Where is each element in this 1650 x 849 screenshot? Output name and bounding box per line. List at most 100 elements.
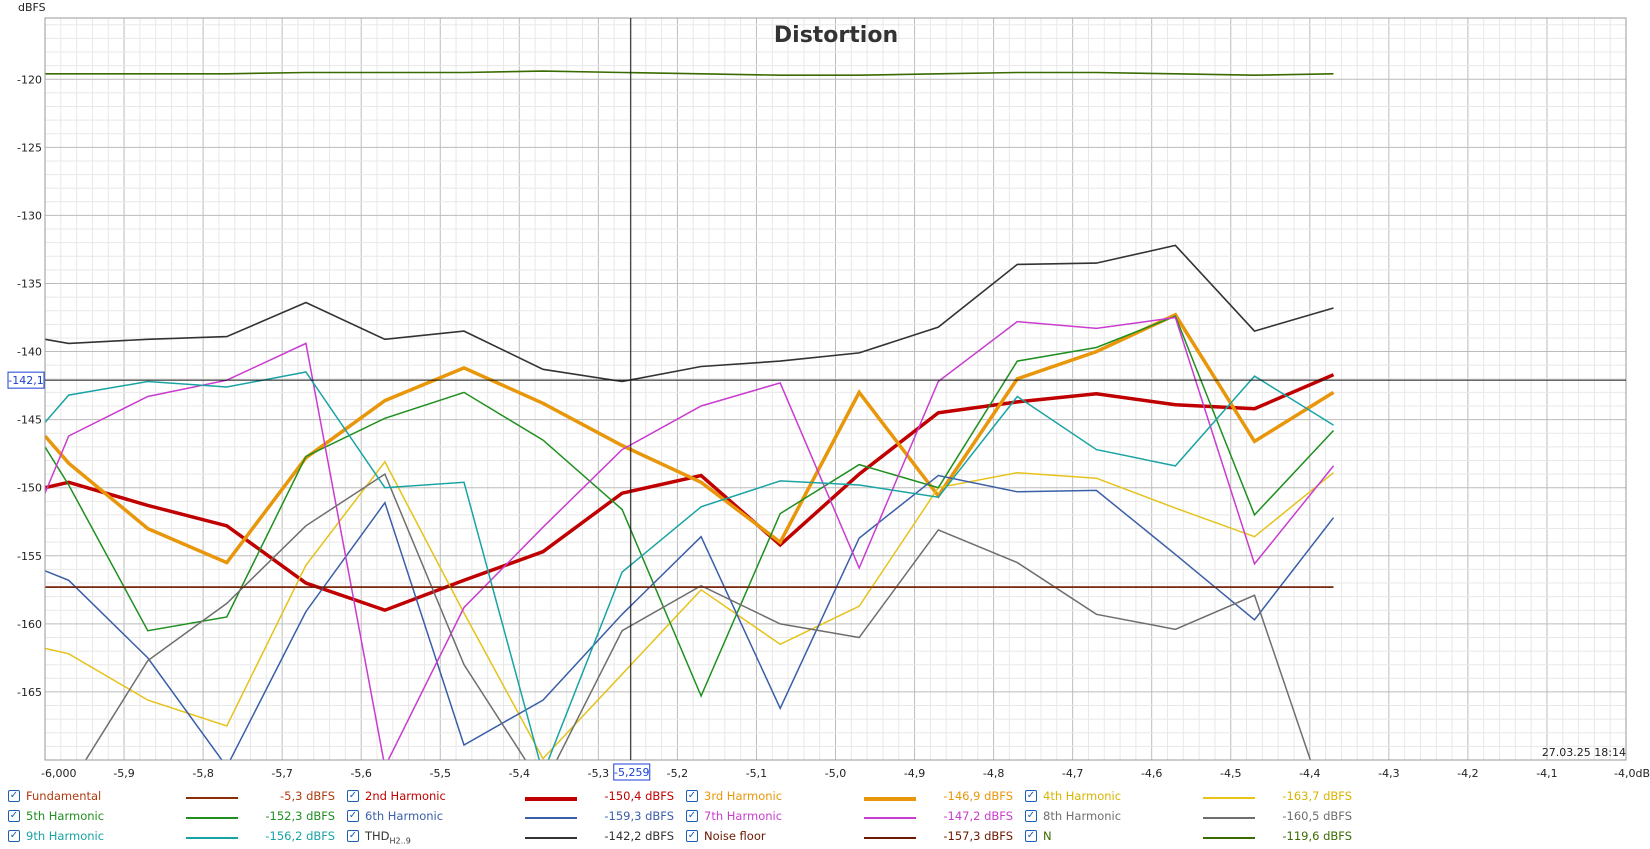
series-line-n — [45, 70, 1334, 77]
x-tick-label: -5,8 — [192, 767, 213, 780]
legend-label: Noise floor — [704, 829, 766, 843]
x-tick-label: -4,2 — [1457, 767, 1478, 780]
legend-item-9th-harmonic: ✓ 9th Harmonic -156,2 dBFS — [8, 827, 338, 847]
cursor-y-readout: -142,1 — [8, 374, 43, 387]
legend-label: 8th Harmonic — [1043, 809, 1122, 823]
series-line-8th-harmonic — [84, 472, 1312, 760]
x-tick-label: -5,3 — [588, 767, 609, 780]
legend-swatch — [186, 837, 238, 839]
y-tick-label: -160 — [17, 618, 42, 631]
y-tick-label: -155 — [17, 550, 42, 563]
chart-cursor[interactable]: -142,1 -5,259 — [7, 18, 1626, 781]
legend-checkbox-noise-floor[interactable]: ✓ — [686, 830, 698, 842]
plot-frame — [44, 17, 1627, 761]
x-tick-label: -4,1 — [1536, 767, 1557, 780]
legend-label: 7th Harmonic — [704, 809, 783, 823]
chart-series — [45, 70, 1335, 760]
legend-label: Fundamental — [26, 789, 102, 803]
x-tick-label: -4,9 — [904, 767, 925, 780]
x-tick-label: -5,9 — [113, 767, 134, 780]
legend-label: THDH2..9 — [365, 829, 411, 846]
legend-value: -152,3 dBFS — [265, 809, 335, 823]
legend-checkbox-n[interactable]: ✓ — [1025, 830, 1037, 842]
series-line-thd — [45, 244, 1334, 383]
legend-checkbox-thd[interactable]: ✓ — [347, 830, 359, 842]
legend-label: 5th Harmonic — [26, 809, 105, 823]
x-tick-label: -5,4 — [509, 767, 530, 780]
distortion-chart[interactable]: -6,000 -5,9 -5,8 -5,7 -5,6 -5,5 -5,4 -5,3 -5,2 -5… — [0, 0, 1650, 785]
legend: ✓ Fundamental -5,3 dBFS ✓ 2nd Harmonic -150,4… — [0, 785, 1650, 849]
y-tick-label: -135 — [17, 277, 42, 290]
legend-checkbox-3rd-harmonic[interactable]: ✓ — [686, 790, 698, 802]
chart-grid — [44, 18, 1627, 761]
legend-item-2nd-harmonic: ✓ 2nd Harmonic -150,4 dBFS — [347, 787, 677, 807]
series-line-9th-harmonic — [45, 371, 1334, 760]
series-line-3rd-harmonic — [45, 312, 1335, 565]
x-tick-label: -5,6 — [350, 767, 371, 780]
legend-value: -150,4 dBFS — [604, 789, 674, 803]
legend-swatch — [1203, 797, 1255, 799]
legend-label: 6th Harmonic — [365, 809, 444, 823]
legend-swatch — [525, 817, 577, 819]
legend-checkbox-7th-harmonic[interactable]: ✓ — [686, 810, 698, 822]
y-tick-label: -165 — [17, 686, 42, 699]
legend-value: -5,3 dBFS — [280, 789, 335, 803]
legend-value: -160,5 dBFS — [1282, 809, 1352, 823]
x-tick-label: -4,8 — [983, 767, 1004, 780]
legend-item-5th-harmonic: ✓ 5th Harmonic -152,3 dBFS — [8, 807, 338, 827]
legend-swatch — [186, 797, 238, 799]
legend-item-6th-harmonic: ✓ 6th Harmonic -159,3 dBFS — [347, 807, 677, 827]
legend-checkbox-8th-harmonic[interactable]: ✓ — [1025, 810, 1037, 822]
legend-checkbox-5th-harmonic[interactable]: ✓ — [8, 810, 20, 822]
legend-item-4th-harmonic: ✓ 4th Harmonic -163,7 dBFS — [1025, 787, 1355, 807]
y-tick-label: -150 — [17, 482, 42, 495]
legend-value: -147,2 dBFS — [943, 809, 1013, 823]
y-axis-label: dBFS — [18, 1, 46, 14]
cursor-x-readout: -5,259 — [614, 766, 649, 779]
chart-title: Distortion — [774, 23, 898, 48]
y-tick-label: -130 — [17, 209, 42, 222]
legend-label: 3rd Harmonic — [704, 789, 783, 803]
legend-item-thd: ✓ THDH2..9 -142,2 dBFS — [347, 827, 677, 847]
legend-checkbox-6th-harmonic[interactable]: ✓ — [347, 810, 359, 822]
legend-swatch — [864, 797, 916, 801]
series-line-4th-harmonic — [45, 460, 1334, 760]
cursor-y-readout-box — [7, 371, 45, 389]
legend-checkbox-fundamental[interactable]: ✓ — [8, 790, 20, 802]
series-line-2nd-harmonic — [45, 373, 1335, 613]
legend-item-noise-floor: ✓ Noise floor -157,3 dBFS — [686, 827, 1016, 847]
legend-swatch — [186, 817, 238, 819]
x-tick-label: -4,0dB — [1614, 767, 1650, 780]
legend-swatch — [525, 797, 577, 801]
legend-item-8th-harmonic: ✓ 8th Harmonic -160,5 dBFS — [1025, 807, 1355, 827]
x-tick-label: -5,0 — [825, 767, 846, 780]
legend-value: -163,7 dBFS — [1282, 789, 1352, 803]
legend-swatch — [864, 817, 916, 819]
legend-swatch — [864, 837, 916, 839]
timestamp: 27.03.25 18:14 — [1542, 746, 1626, 759]
x-tick-label: -4,4 — [1299, 767, 1320, 780]
legend-value: -159,3 dBFS — [604, 809, 674, 823]
legend-checkbox-4th-harmonic[interactable]: ✓ — [1025, 790, 1037, 802]
legend-item-7th-harmonic: ✓ 7th Harmonic -147,2 dBFS — [686, 807, 1016, 827]
x-tick-label: -4,5 — [1220, 767, 1241, 780]
y-tick-label: -140 — [17, 346, 42, 359]
x-tick-label: -4,3 — [1378, 767, 1399, 780]
x-tick-label: -5,7 — [271, 767, 292, 780]
legend-checkbox-2nd-harmonic[interactable]: ✓ — [347, 790, 359, 802]
cursor-x-readout-box — [613, 763, 651, 781]
legend-swatch — [525, 837, 577, 839]
legend-value: -119,6 dBFS — [1282, 829, 1352, 843]
legend-label: 4th Harmonic — [1043, 789, 1122, 803]
legend-checkbox-9th-harmonic[interactable]: ✓ — [8, 830, 20, 842]
chart-axes: -6,000 -5,9 -5,8 -5,7 -5,6 -5,5 -5,4 -5,3 -5,2 -5… — [17, 17, 1650, 780]
x-tick-label: -5,5 — [430, 767, 451, 780]
series-line-5th-harmonic — [45, 315, 1335, 698]
legend-value: -142,2 dBFS — [604, 829, 674, 843]
legend-swatch — [1203, 817, 1255, 819]
series-line-6th-harmonic — [45, 474, 1335, 760]
x-tick-label: -6,000 — [41, 767, 76, 780]
y-tick-label: -120 — [17, 73, 42, 86]
legend-swatch — [1203, 837, 1255, 839]
x-tick-label: -5,1 — [746, 767, 767, 780]
